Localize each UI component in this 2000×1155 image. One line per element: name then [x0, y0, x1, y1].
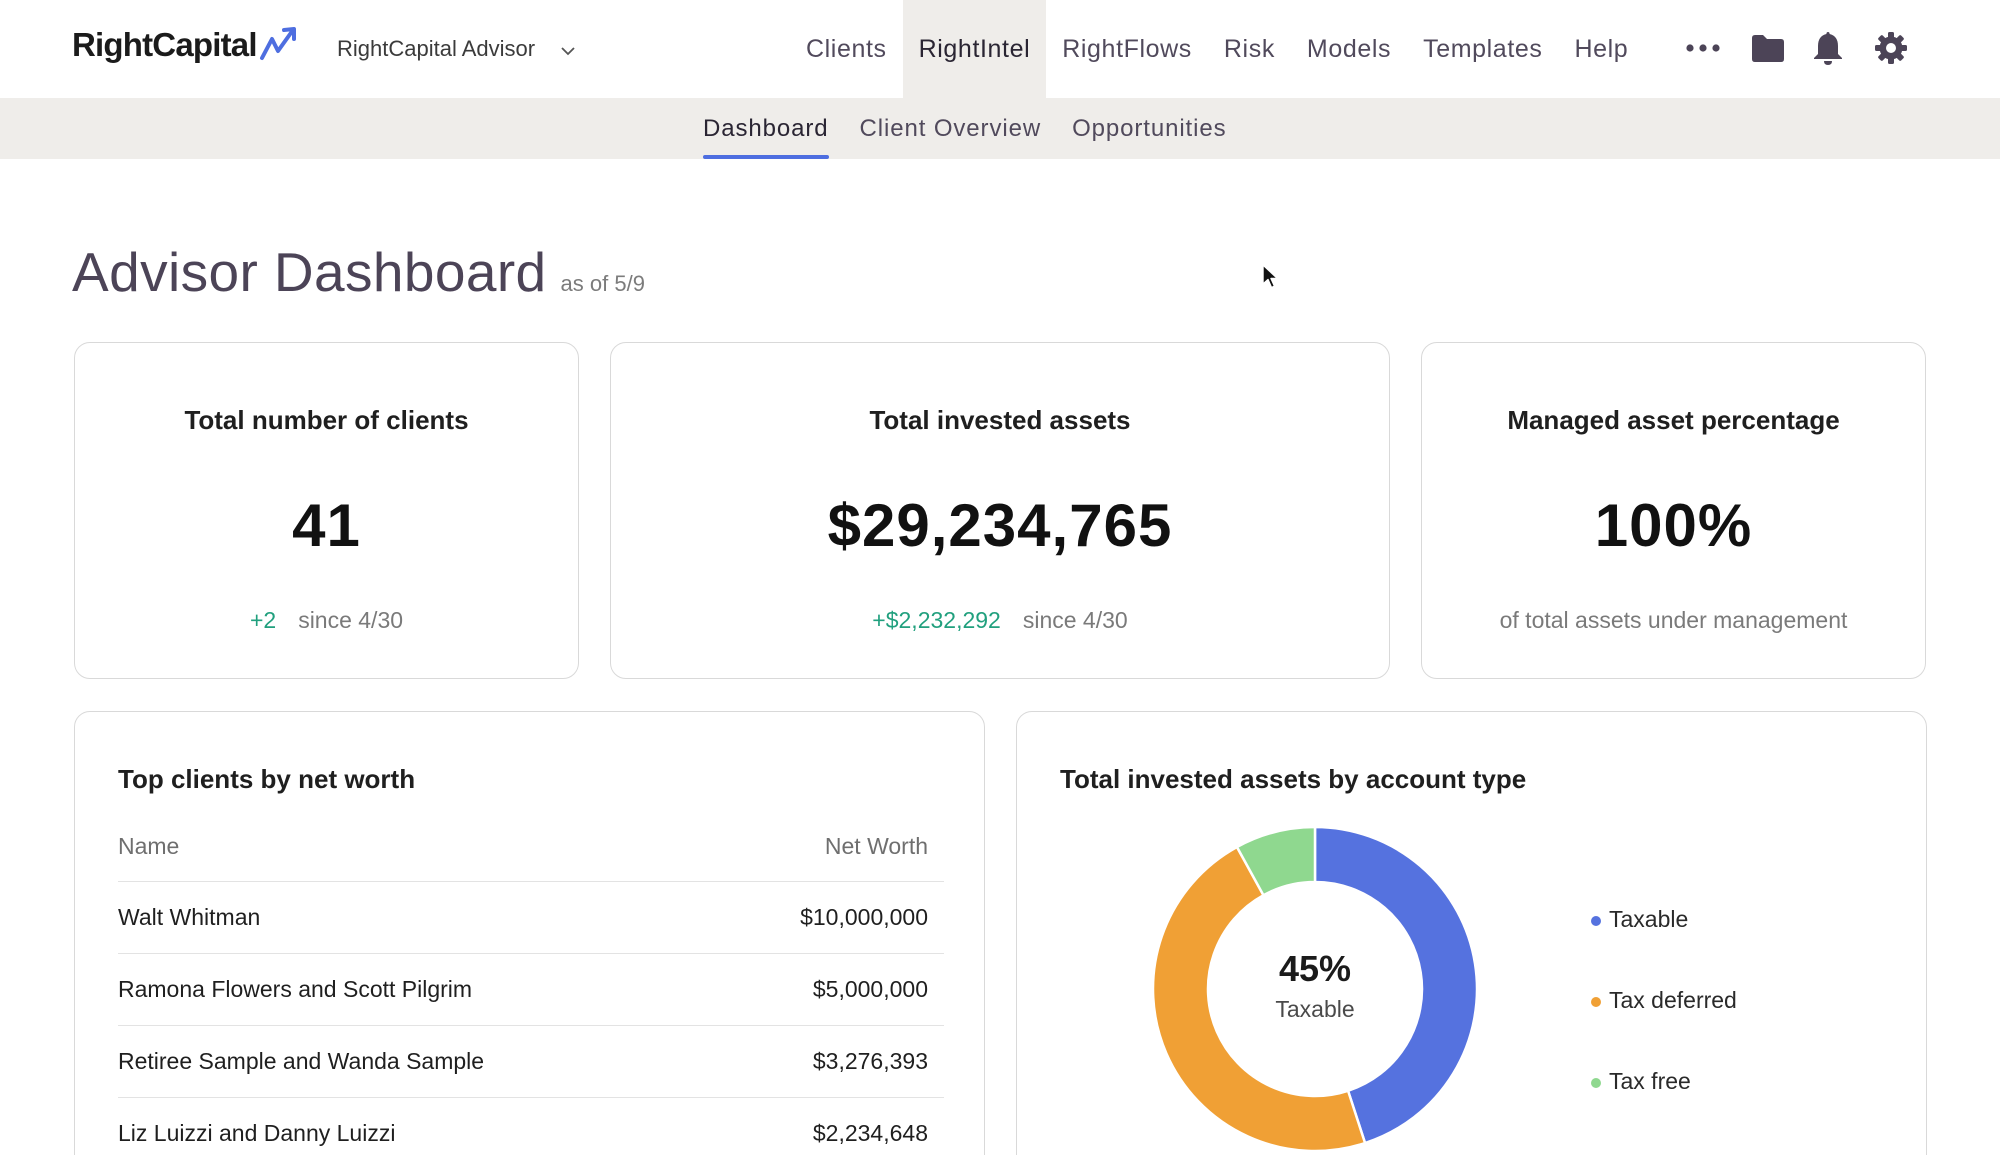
- stat-footer: +$2,232,292 since 4/30: [611, 607, 1389, 634]
- client-name[interactable]: Liz Luizzi and Danny Luizzi: [118, 1120, 396, 1146]
- section-title: Total invested assets by account type: [1060, 764, 1527, 794]
- bell-icon[interactable]: [1812, 30, 1844, 66]
- nav-icon-group: [1686, 28, 1908, 68]
- nav-models[interactable]: Models: [1306, 34, 1392, 63]
- table-header: Name Net Worth: [118, 812, 944, 882]
- column-header-net-worth[interactable]: Net Worth: [824, 833, 928, 859]
- stat-value: 41: [292, 492, 361, 559]
- nav-risk[interactable]: Risk: [1223, 34, 1275, 63]
- legend-item-tax-deferred[interactable]: Tax deferred: [1591, 979, 1737, 1021]
- donut-slice-tax-deferred[interactable]: [1151, 845, 1367, 1153]
- stat-card-managed-percentage: Managed asset percentage 100% of total a…: [1421, 342, 1926, 679]
- account-type-chart-card: Total invested assets by account type 45…: [1016, 711, 1927, 1155]
- as-of-date: as of 5/9: [560, 271, 645, 296]
- donut-center: 45% Taxable: [1150, 824, 1480, 1154]
- nav-templates[interactable]: Templates: [1423, 34, 1543, 63]
- subnav-tabs: Dashboard Client Overview Opportunities: [703, 98, 1258, 159]
- main-nav: Clients RightIntel RightFlows Risk Model…: [790, 0, 1644, 98]
- legend-label: Tax free: [1609, 1067, 1691, 1094]
- section-title: Top clients by net worth: [118, 764, 416, 794]
- stat-value: $29,234,765: [827, 492, 1173, 559]
- legend-item-tax-free[interactable]: Tax free: [1591, 1060, 1737, 1102]
- stat-footer: of total assets under management: [1499, 607, 1848, 633]
- chevron-down-icon: [561, 43, 575, 61]
- nav-rightflows[interactable]: RightFlows: [1062, 34, 1192, 63]
- rightcapital-logo[interactable]: RightCapital: [72, 24, 301, 66]
- top-clients-table: Name Net Worth Walt Whitman $10,000,000 …: [118, 812, 944, 1155]
- donut-chart: 45% Taxable: [1150, 824, 1480, 1154]
- advisor-select[interactable]: RightCapital Advisor: [337, 33, 575, 65]
- stat-card-invested-assets: Total invested assets $29,234,765 +$2,23…: [610, 342, 1390, 679]
- advisor-select-label: RightCapital Advisor: [337, 36, 536, 61]
- stat-since: since 4/30: [298, 607, 404, 633]
- legend-label: Taxable: [1609, 905, 1689, 932]
- table-row[interactable]: Walt Whitman $10,000,000: [118, 882, 944, 954]
- client-name[interactable]: Walt Whitman: [118, 904, 261, 930]
- table-row[interactable]: Retiree Sample and Wanda Sample $3,276,3…: [118, 1026, 944, 1098]
- donut-slice-taxable[interactable]: [1313, 825, 1479, 1145]
- top-navigation-bar: RightCapital RightCapital Advisor Client…: [0, 0, 2000, 98]
- legend-dot: [1591, 997, 1601, 1007]
- page-heading: Advisor Dashboard as of 5/9: [72, 240, 645, 304]
- legend-dot: [1591, 1078, 1601, 1088]
- mouse-cursor-icon: [1262, 264, 1280, 295]
- client-name[interactable]: Ramona Flowers and Scott Pilgrim: [118, 976, 473, 1002]
- sub-navigation-bar: Dashboard Client Overview Opportunities: [0, 98, 2000, 159]
- stat-title: Managed asset percentage: [1507, 405, 1840, 435]
- more-icon[interactable]: [1686, 44, 1720, 52]
- page-title: Advisor Dashboard: [72, 241, 547, 303]
- nav-rightintel[interactable]: RightIntel: [902, 0, 1047, 98]
- stat-title: Total number of clients: [184, 405, 469, 435]
- stat-card-clients: Total number of clients 41 +2 since 4/30: [74, 342, 579, 679]
- table-row[interactable]: Ramona Flowers and Scott Pilgrim $5,000,…: [118, 954, 944, 1026]
- donut-slice-tax-free[interactable]: [1235, 825, 1317, 897]
- tab-opportunities[interactable]: Opportunities: [1072, 114, 1227, 142]
- stat-footer: +2 since 4/30: [75, 607, 578, 634]
- client-name[interactable]: Retiree Sample and Wanda Sample: [118, 1048, 485, 1074]
- chart-legend: Taxable Tax deferred Tax free: [1591, 898, 1737, 1141]
- client-net-worth: $10,000,000: [800, 904, 928, 930]
- stat-delta: +2: [249, 607, 277, 633]
- stat-value: 100%: [1594, 492, 1753, 559]
- client-net-worth: $3,276,393: [812, 1048, 928, 1074]
- stat-since: since 4/30: [1022, 607, 1128, 633]
- tab-client-overview[interactable]: Client Overview: [859, 114, 1042, 142]
- stat-delta: +$2,232,292: [872, 607, 1001, 633]
- legend-dot: [1591, 916, 1601, 926]
- table-row[interactable]: Liz Luizzi and Danny Luizzi $2,234,648: [118, 1098, 944, 1155]
- donut-center-value: 45%: [1278, 947, 1352, 989]
- client-net-worth: $2,234,648: [812, 1120, 928, 1146]
- logo-arrow-icon: [259, 25, 301, 66]
- logo-text: RightCapital: [72, 26, 258, 63]
- gear-icon[interactable]: [1874, 31, 1908, 65]
- nav-clients[interactable]: Clients: [806, 34, 887, 63]
- donut-chart-svg: [1151, 825, 1479, 1153]
- folder-icon[interactable]: [1750, 33, 1786, 63]
- stat-title: Total invested assets: [869, 405, 1131, 435]
- top-clients-card: Top clients by net worth Name Net Worth …: [74, 711, 985, 1155]
- donut-center-label: Taxable: [1275, 995, 1355, 1022]
- legend-label: Tax deferred: [1609, 986, 1737, 1013]
- nav-help[interactable]: Help: [1574, 34, 1629, 63]
- tab-dashboard[interactable]: Dashboard: [703, 98, 829, 159]
- legend-item-taxable[interactable]: Taxable: [1591, 898, 1737, 940]
- column-header-name[interactable]: Name: [118, 833, 180, 859]
- client-net-worth: $5,000,000: [812, 976, 928, 1002]
